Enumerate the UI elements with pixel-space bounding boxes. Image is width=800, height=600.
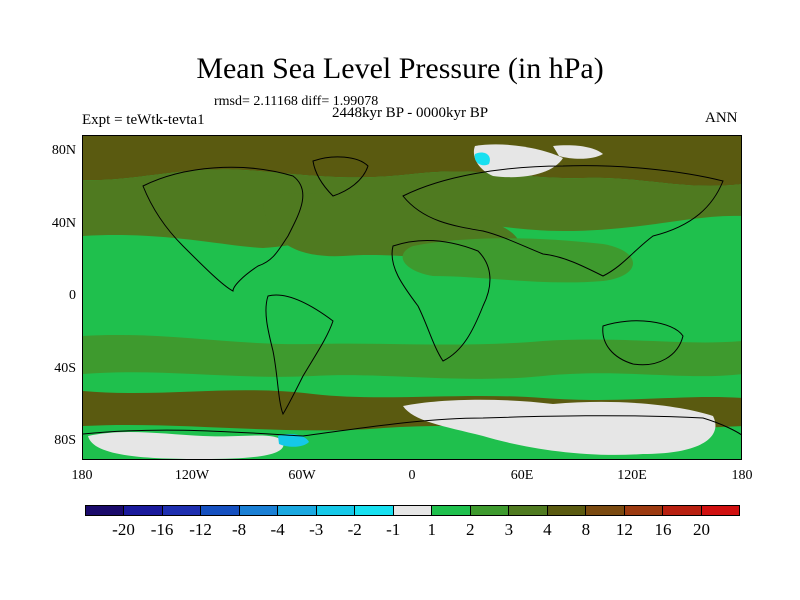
colorbar-label: 1 xyxy=(427,520,437,539)
coast-north-america xyxy=(142,166,304,292)
colorbar-bin xyxy=(162,506,202,515)
coast-australia xyxy=(602,320,684,366)
colorbar-label: -12 xyxy=(189,520,212,539)
colorbar-bin xyxy=(663,506,702,515)
colorbar-bin xyxy=(239,506,279,515)
coast-antarctica xyxy=(83,415,741,437)
colorbar-label: 3 xyxy=(504,520,514,539)
colorbar-bin xyxy=(547,506,587,515)
lat-tick-label: 40S xyxy=(54,361,76,376)
colorbar-bin xyxy=(586,506,625,515)
colorbar-label: -20 xyxy=(112,520,135,539)
lon-tick-label: 60W xyxy=(288,468,316,483)
colorbar-bin xyxy=(393,506,433,515)
colorbar-bin xyxy=(86,506,125,515)
negative-patch-south xyxy=(278,434,309,447)
colorbar-label: 4 xyxy=(543,520,552,539)
colorbar-label: -16 xyxy=(150,520,174,539)
time-slice-subtitle: 2448kyr BP - 0000kyr BP xyxy=(331,105,489,121)
colorbar-bin xyxy=(701,506,739,515)
anomaly-patch-africa-asia xyxy=(402,238,633,283)
rmsd-diff-stats: rmsd= 2.11168 diff= 1.99078 xyxy=(214,94,379,109)
lat-tick-label: 80N xyxy=(51,143,76,158)
plot-title: Mean Sea Level Pressure (in hPa) xyxy=(196,52,604,85)
colorbar-bin xyxy=(509,506,548,515)
anomaly-band-south-mid xyxy=(83,334,741,379)
colorbar-label: -4 xyxy=(270,520,285,539)
colorbar-label: 20 xyxy=(692,520,710,539)
lon-tick-label: 120E xyxy=(617,468,647,483)
coast-africa xyxy=(391,240,491,362)
coast-greenland xyxy=(312,156,369,197)
season-label: ANN xyxy=(705,110,738,126)
colorbar-label: -1 xyxy=(386,520,401,539)
colorbar-label: -2 xyxy=(347,520,362,539)
lat-tick-label: 40N xyxy=(51,216,76,231)
lon-tick-label: 180 xyxy=(731,468,753,483)
colorbar-bin xyxy=(432,506,471,515)
colorbar-label: 2 xyxy=(466,520,475,539)
colorbar-label: -8 xyxy=(232,520,247,539)
colorbar-label: -3 xyxy=(309,520,324,539)
near-zero-patch-ross-sea xyxy=(88,431,284,459)
lon-tick-label: 180 xyxy=(71,468,93,483)
near-zero-patch-siberia xyxy=(553,145,603,159)
pressure-anomaly-map xyxy=(82,135,742,460)
colorbar xyxy=(85,505,740,516)
lon-tick-label: 0 xyxy=(408,468,416,483)
lon-tick-label: 120W xyxy=(174,468,210,483)
near-zero-patch-antarctica xyxy=(403,399,716,455)
near-zero-patch-scandinavia xyxy=(473,144,563,178)
lon-tick-label: 60E xyxy=(510,468,534,483)
coastlines xyxy=(83,156,741,437)
colorbar-label: 16 xyxy=(654,520,672,539)
colorbar-bin xyxy=(355,506,394,515)
colorbar-label: 12 xyxy=(615,520,633,539)
colorbar-bin xyxy=(316,506,356,515)
negative-patch-north xyxy=(474,152,490,166)
colorbar-bin xyxy=(278,506,317,515)
lat-tick-label: 0 xyxy=(69,288,76,303)
colorbar-bin xyxy=(470,506,510,515)
experiment-label: Expt = teWtk-tevta1 xyxy=(82,112,205,128)
colorbar-bin xyxy=(201,506,240,515)
map-canvas xyxy=(83,136,741,459)
lat-tick-label: 80S xyxy=(54,433,76,448)
coast-eurasia xyxy=(402,165,724,277)
coast-south-america xyxy=(265,294,334,416)
colorbar-label: 8 xyxy=(581,520,591,539)
colorbar-bin xyxy=(124,506,163,515)
colorbar-bin xyxy=(624,506,664,515)
